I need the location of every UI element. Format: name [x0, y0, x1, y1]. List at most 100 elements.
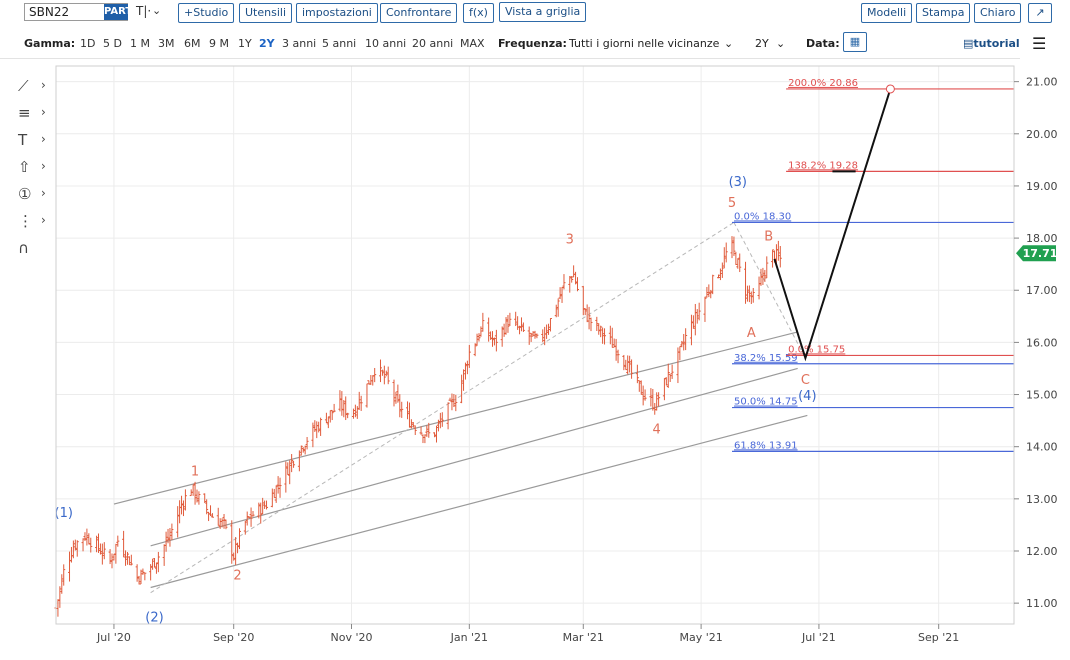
- y-tick-label: 18.00: [1026, 232, 1058, 245]
- vista-griglia-button[interactable]: Vista a griglia: [499, 2, 587, 22]
- y-tick-label: 21.00: [1026, 76, 1058, 89]
- compare-icon[interactable]: T|·: [136, 4, 152, 18]
- shape-tool-button[interactable]: ⇧ ›: [14, 157, 54, 179]
- tutorial-label: tutorial: [973, 37, 1020, 50]
- arrow-shape-icon: ⇧: [18, 158, 31, 176]
- last-price-badge: [1016, 245, 1056, 262]
- y-tick-label: 14.00: [1026, 441, 1058, 454]
- projection-overlay: [773, 84, 895, 362]
- wave-label: (2): [145, 610, 163, 625]
- fib-tool-button[interactable]: ≡ ›: [14, 103, 54, 125]
- axes: 11.00 12.00 13.00 14.00 15.00 16.00 17.00 18.00…: [55, 65, 1058, 644]
- gamma-label: Gamma:: [24, 37, 76, 50]
- counter-tool-icon: ①: [18, 185, 32, 203]
- chevron-down-icon[interactable]: ⌄: [724, 37, 734, 50]
- line-tool-icon: ⟋: [18, 77, 29, 95]
- wave-label: A: [747, 326, 756, 341]
- range-5d[interactable]: 5 D: [103, 37, 122, 50]
- counter-tool-button[interactable]: ① ›: [14, 184, 54, 206]
- y-tick-label: 13.00: [1026, 493, 1058, 506]
- fib-level-label: 200.0% 20.86: [788, 78, 858, 89]
- channel-line: [150, 414, 808, 589]
- range-10-anni[interactable]: 10 anni: [365, 37, 407, 50]
- wave-label: 5: [728, 196, 736, 211]
- x-tick-label: Jul '20: [96, 631, 131, 644]
- film-icon: ▤: [963, 37, 974, 50]
- chevron-right-icon: ›: [41, 186, 46, 200]
- range-1y[interactable]: 1Y: [238, 37, 252, 50]
- period-select[interactable]: 2Y: [755, 37, 769, 50]
- magnet-icon: ∩: [18, 239, 29, 257]
- range-1m[interactable]: 1 M: [130, 37, 150, 50]
- candles: [54, 236, 782, 617]
- fib-tool-icon: ≡: [18, 104, 31, 122]
- fib-level-label: 0.0% 18.30: [734, 211, 791, 222]
- wave-label: (3): [729, 175, 747, 190]
- x-tick-label: Nov '20: [331, 631, 373, 644]
- y-tick-label: 19.00: [1026, 180, 1058, 193]
- range-max[interactable]: MAX: [460, 37, 485, 50]
- hamburger-icon[interactable]: ☰: [1032, 34, 1047, 53]
- chevron-right-icon: ›: [41, 105, 46, 119]
- chevron-right-icon: ›: [41, 159, 46, 173]
- y-tick-label: 17.00: [1026, 284, 1058, 297]
- trend-dashed-line: [733, 222, 806, 359]
- x-tick-label: Jul '21: [801, 631, 836, 644]
- last-price-label: 17.71: [1023, 247, 1058, 260]
- x-tick-label: May '21: [679, 631, 722, 644]
- wave-label: B: [764, 230, 773, 245]
- range-1d[interactable]: 1D: [80, 37, 96, 50]
- range-9m[interactable]: 9 M: [209, 37, 229, 50]
- chiaro-button[interactable]: Chiaro: [974, 3, 1022, 23]
- x-tick-label: Sep '20: [213, 631, 254, 644]
- wave-label: 2: [233, 569, 241, 584]
- tutorial-link[interactable]: ▤tutorial: [963, 37, 1020, 50]
- magnet-tool-button[interactable]: ∩: [14, 238, 54, 260]
- chevron-down-icon[interactable]: ⌄: [152, 4, 162, 17]
- fib-levels: 0.0% 18.30 38.2% 15.59 50.0% 14.75 61.8% 13…: [732, 78, 1014, 452]
- y-tick-label: 15.00: [1026, 389, 1058, 402]
- stampa-button[interactable]: Stampa: [916, 3, 971, 23]
- utensili-button[interactable]: Utensili: [239, 3, 293, 23]
- range-5-anni[interactable]: 5 anni: [322, 37, 357, 50]
- expand-icon[interactable]: ↗: [1028, 3, 1052, 23]
- range-20-anni[interactable]: 20 anni: [412, 37, 454, 50]
- impostazioni-button[interactable]: impostazioni: [296, 3, 378, 23]
- text-tool-button[interactable]: T ›: [14, 130, 54, 152]
- chevron-right-icon: ›: [41, 78, 46, 92]
- channel-lines: [113, 222, 808, 594]
- projection-target-marker: [885, 84, 895, 94]
- x-tick-label: Mar '21: [563, 631, 604, 644]
- range-3-anni[interactable]: 3 anni: [282, 37, 317, 50]
- y-tick-label: 20.00: [1026, 128, 1058, 141]
- modelli-button[interactable]: Modelli: [861, 3, 913, 23]
- plot-frame: [55, 65, 1015, 625]
- calendar-icon[interactable]: ▦: [843, 32, 867, 52]
- data-label: Data:: [806, 37, 840, 50]
- fx-button[interactable]: f(x): [463, 3, 494, 23]
- fib-level-label: 138.2% 19.28: [788, 160, 858, 171]
- fib-level-label: 0.0% 15.75: [788, 344, 845, 355]
- chevron-right-icon: ›: [41, 132, 46, 146]
- chevron-right-icon: ›: [41, 213, 46, 227]
- studio-button[interactable]: +Studio: [178, 3, 235, 23]
- chevron-down-icon[interactable]: ⌄: [776, 37, 786, 50]
- wave-labels: (1) (2) 1 2 3 4 (3) 5 B A C(4): [55, 175, 817, 625]
- chart-grid: [56, 66, 1014, 624]
- range-6m[interactable]: 6M: [184, 37, 201, 50]
- trend-dashed-line: [150, 222, 735, 594]
- range-3m[interactable]: 3M: [158, 37, 175, 50]
- fib-level-label: 38.2% 15.59: [734, 353, 798, 364]
- range-2y[interactable]: 2Y: [259, 37, 275, 50]
- frequenza-select[interactable]: Tutti i giorni nelle vicinanze: [569, 37, 720, 50]
- fib-level-label: 50.0% 14.75: [734, 397, 798, 408]
- pattern-tool-button[interactable]: ⋮ ›: [14, 211, 54, 233]
- toolbar-divider: [0, 58, 1020, 59]
- line-tool-button[interactable]: ⟋ ›: [14, 76, 54, 98]
- wave-label: (4): [798, 389, 816, 404]
- x-tick-label: Jan '21: [450, 631, 488, 644]
- confrontare-button[interactable]: Confrontare: [380, 3, 458, 23]
